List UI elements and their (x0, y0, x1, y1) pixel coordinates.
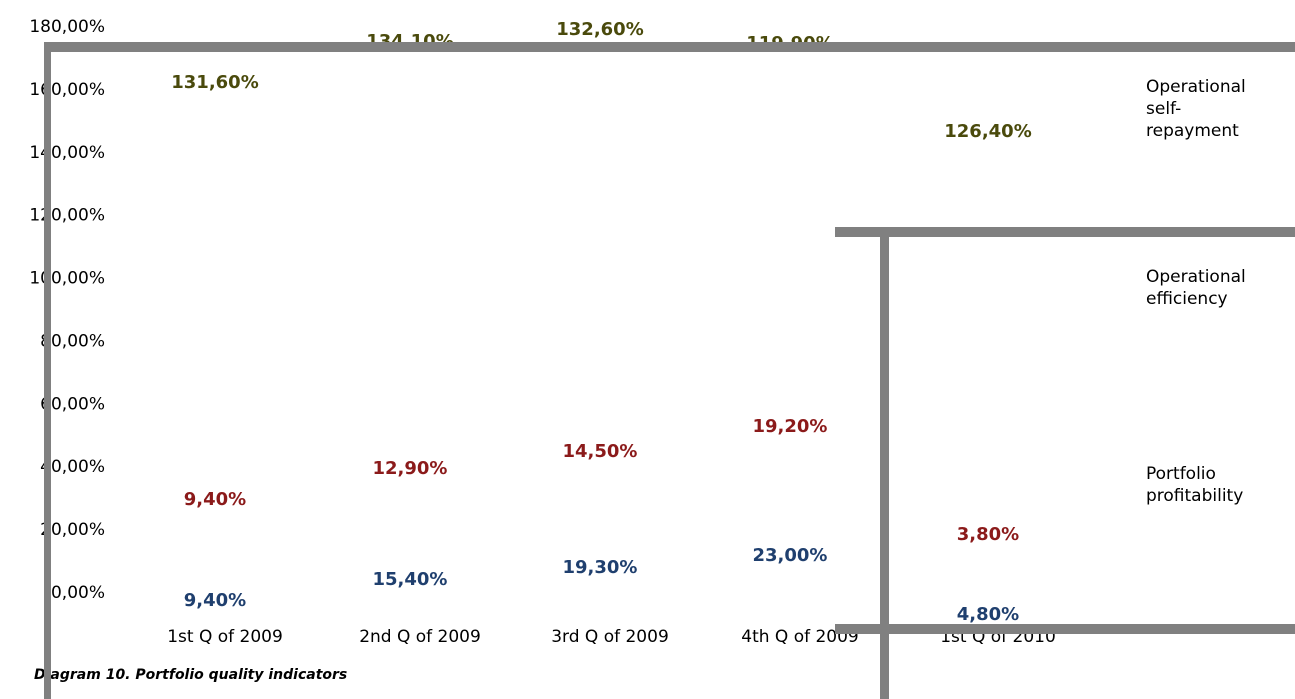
data-label: 14,50% (563, 441, 638, 462)
legend-entry: Operational self-repayment (1146, 77, 1246, 141)
x-tick-label: 3rd Q of 2009 (551, 627, 669, 647)
frame-bar (835, 624, 1295, 634)
y-tick-label: 20,00% (40, 520, 105, 540)
data-label: 131,60% (171, 72, 259, 93)
y-tick-label: 180,00% (29, 17, 105, 37)
y-tick-label: 40,00% (40, 457, 105, 477)
caption: Diagram 10. Portfolio quality indicators (34, 667, 348, 683)
legend-entry: Operational efficiency (1146, 267, 1246, 309)
x-tick-label: 1st Q of 2009 (167, 627, 283, 647)
frame-bar (880, 237, 889, 699)
data-label: 23,00% (753, 545, 828, 566)
data-label: 132,60% (556, 19, 644, 40)
x-tick-label: 2nd Q of 2009 (359, 627, 481, 647)
data-label: 15,40% (373, 569, 448, 590)
legend-entry: Portfolio profitability (1146, 464, 1244, 506)
x-tick-label: 4th Q of 2009 (741, 627, 859, 647)
y-tick-label: 60,00% (40, 394, 105, 414)
frame-bar (44, 42, 1295, 52)
y-tick-label: 0,00% (51, 583, 105, 603)
data-label: 19,30% (563, 557, 638, 578)
data-label: 4,80% (957, 604, 1019, 625)
frame-bar (835, 227, 1295, 237)
data-label: 12,90% (373, 458, 448, 479)
y-tick-label: 80,00% (40, 331, 105, 351)
data-label: 126,40% (944, 121, 1032, 142)
data-label: 3,80% (957, 524, 1019, 545)
data-label: 19,20% (753, 416, 828, 437)
data-label: 9,40% (184, 590, 246, 611)
frame-bar (44, 42, 51, 699)
data-label: 9,40% (184, 489, 246, 510)
